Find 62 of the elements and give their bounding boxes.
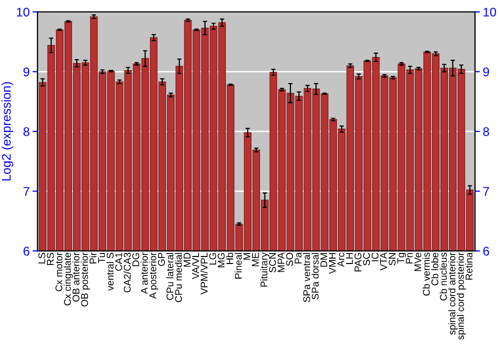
x-tick-label: MPA [278, 252, 284, 272]
x-tick-label: Pa [294, 252, 302, 264]
x-tick-label: Tu [98, 252, 106, 264]
x-tick-label: spinal cord posterior [456, 252, 466, 340]
y2-tick-label: 10 [484, 8, 496, 17]
x-tick-label: DM [320, 253, 328, 267]
x-tick-label: Pineal [234, 252, 242, 279]
x-tick-label: OB anterior [72, 252, 80, 302]
x-tick-label: VTA [380, 252, 387, 270]
y-tick-label: 7 [24, 187, 30, 196]
y2-tick-label: 7 [483, 187, 489, 196]
x-tick-label: SC [363, 252, 370, 266]
x-tick-label: spinal cord anterior [448, 252, 458, 335]
y-tick-label: 10 [16, 8, 30, 17]
x-tick-label: ME [252, 252, 259, 266]
x-tick-label: SCN [269, 253, 276, 272]
y-tick-label: 8 [23, 127, 30, 136]
y-tick-label: 9 [23, 67, 30, 76]
x-tick-label: LG [209, 253, 216, 265]
x-tick-label: DG [132, 253, 140, 266]
x-tick-label: OB posterior [80, 252, 90, 306]
x-tick-label: Cb nucleus [440, 252, 447, 300]
x-tick-label: Hb [226, 252, 234, 264]
x-tick-label: VMH [328, 253, 336, 274]
x-tick-label: ventral S [106, 252, 114, 291]
x-tick-label: RS [46, 252, 54, 266]
y2-tick-label: 6 [483, 246, 490, 256]
x-tick-label: MG [218, 253, 225, 268]
x-tick-label: A posterior [149, 252, 158, 299]
x-tick-label: M [244, 253, 250, 260]
x-tick-label: Cb vermis [422, 252, 430, 296]
x-tick-label: Retina [465, 252, 472, 280]
y2-tick-label: 9 [483, 67, 489, 76]
x-tick-label: CPu lateral [166, 252, 174, 300]
x-tick-label: CPu medial [174, 252, 182, 302]
x-tick-label: Pir [89, 252, 96, 264]
y-tick-label: 6 [24, 246, 30, 256]
x-tick-label: CA1 [115, 252, 122, 271]
x-tick-label: SN [388, 253, 396, 266]
x-tick-label: VPM/VPL [200, 252, 208, 294]
x-tick-label: Cb lobe [431, 252, 438, 286]
x-tick-label: VA/VL [192, 252, 200, 280]
x-tick-label: IC [372, 252, 378, 262]
x-tick-label: SO [286, 252, 294, 266]
x-tick-label: LH [346, 253, 353, 264]
x-tick-label: A anterior [140, 252, 148, 294]
x-tick-label: Pituitary [260, 252, 270, 287]
x-tick-label: Arc [338, 252, 344, 267]
x-tick-label: Pn [406, 252, 413, 264]
x-tick-label: GP [158, 252, 165, 266]
x-tick-label: SPa dorsal [312, 252, 319, 300]
x-tick-label: Tg [397, 252, 406, 264]
y2-tick-label: 8 [483, 127, 490, 136]
x-tick-label: MD [184, 252, 190, 267]
x-tick-label: CA2/CA3 [124, 252, 131, 292]
y-axis-title: Log2 (expression) [2, 82, 14, 180]
x-tick-label: PAG [354, 253, 362, 272]
x-tick-label: SPa ventral [302, 252, 310, 302]
x-tick-label: MVe [414, 252, 422, 271]
x-tick-label: Cx cingulate [64, 252, 73, 306]
x-tick-label: LS [38, 252, 46, 264]
x-tick-label: Cx motor [55, 252, 62, 292]
